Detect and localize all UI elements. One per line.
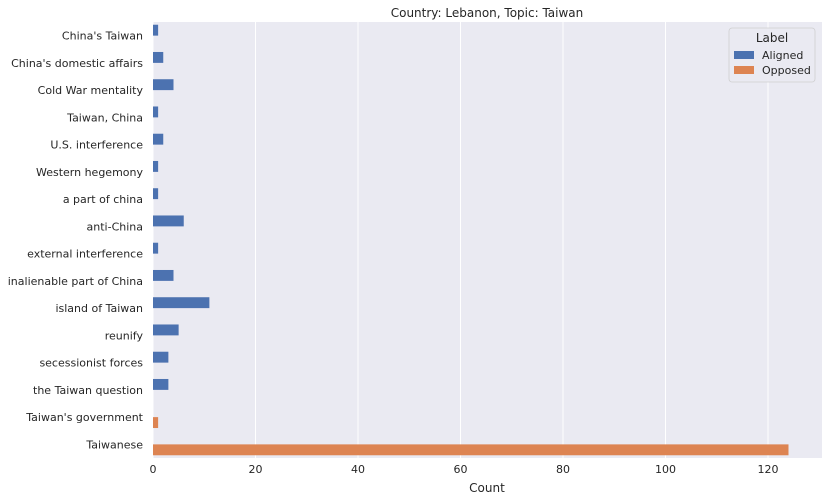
x-tick-label: 60 [454,463,468,476]
x-tick-label: 0 [150,463,157,476]
bar-aligned [153,133,164,145]
y-tick-label: secessionist forces [39,357,143,370]
y-tick-label: Western hegemony [36,166,144,179]
x-tick-label: 40 [351,463,365,476]
y-tick-label: external interference [27,248,143,261]
x-tick-label: 100 [655,463,676,476]
bars [153,24,789,456]
y-tick-label: inalienable part of China [8,275,143,288]
legend-title: Label [756,31,788,45]
y-tick-label: reunify [105,329,144,342]
x-tick-label: 80 [556,463,570,476]
bar-aligned [153,351,169,363]
bar-aligned [153,324,179,336]
y-tick-label: island of Taiwan [55,302,143,315]
bar-aligned [153,24,159,36]
legend-swatch-opposed [734,66,754,74]
legend: Label Aligned Opposed [728,27,816,83]
x-tick-labels: 0 20 40 60 80 100 120 [150,463,779,476]
bar-aligned [153,51,164,63]
y-tick-label: a part of china [63,193,143,206]
bar-aligned [153,242,159,254]
plot-area [153,22,822,458]
y-tick-label: China's Taiwan [62,30,143,43]
bar-aligned [153,106,159,118]
y-tick-label: the Taiwan question [33,384,143,397]
legend-swatch-aligned [734,51,754,59]
bar-aligned [153,297,210,309]
bar-aligned [153,160,159,172]
bar-aligned [153,79,174,91]
y-tick-label: Taiwanese [85,438,143,451]
y-tick-labels: China's Taiwan China's domestic affairs Co… [8,30,144,452]
bar-opposed [153,417,159,429]
chart-title: Country: Lebanon, Topic: Taiwan [391,6,584,20]
y-tick-label: China's domestic affairs [11,57,143,70]
bar-aligned [153,188,159,200]
x-tick-label: 120 [758,463,779,476]
legend-label-opposed: Opposed [762,64,811,77]
bar-opposed [153,444,789,456]
grid-lines [152,22,769,458]
x-axis-label: Count [469,481,505,495]
y-tick-label: Cold War mentality [38,84,144,97]
legend-label-aligned: Aligned [762,49,803,62]
y-tick-label: Taiwan, China [66,111,143,124]
bar-aligned [153,215,184,227]
x-tick-label: 20 [249,463,263,476]
bar-aligned [153,378,169,390]
bar-aligned [153,269,174,281]
y-tick-label: U.S. interference [50,139,143,152]
y-tick-label: Taiwan's government [25,411,143,424]
y-tick-label: anti-China [87,220,143,233]
